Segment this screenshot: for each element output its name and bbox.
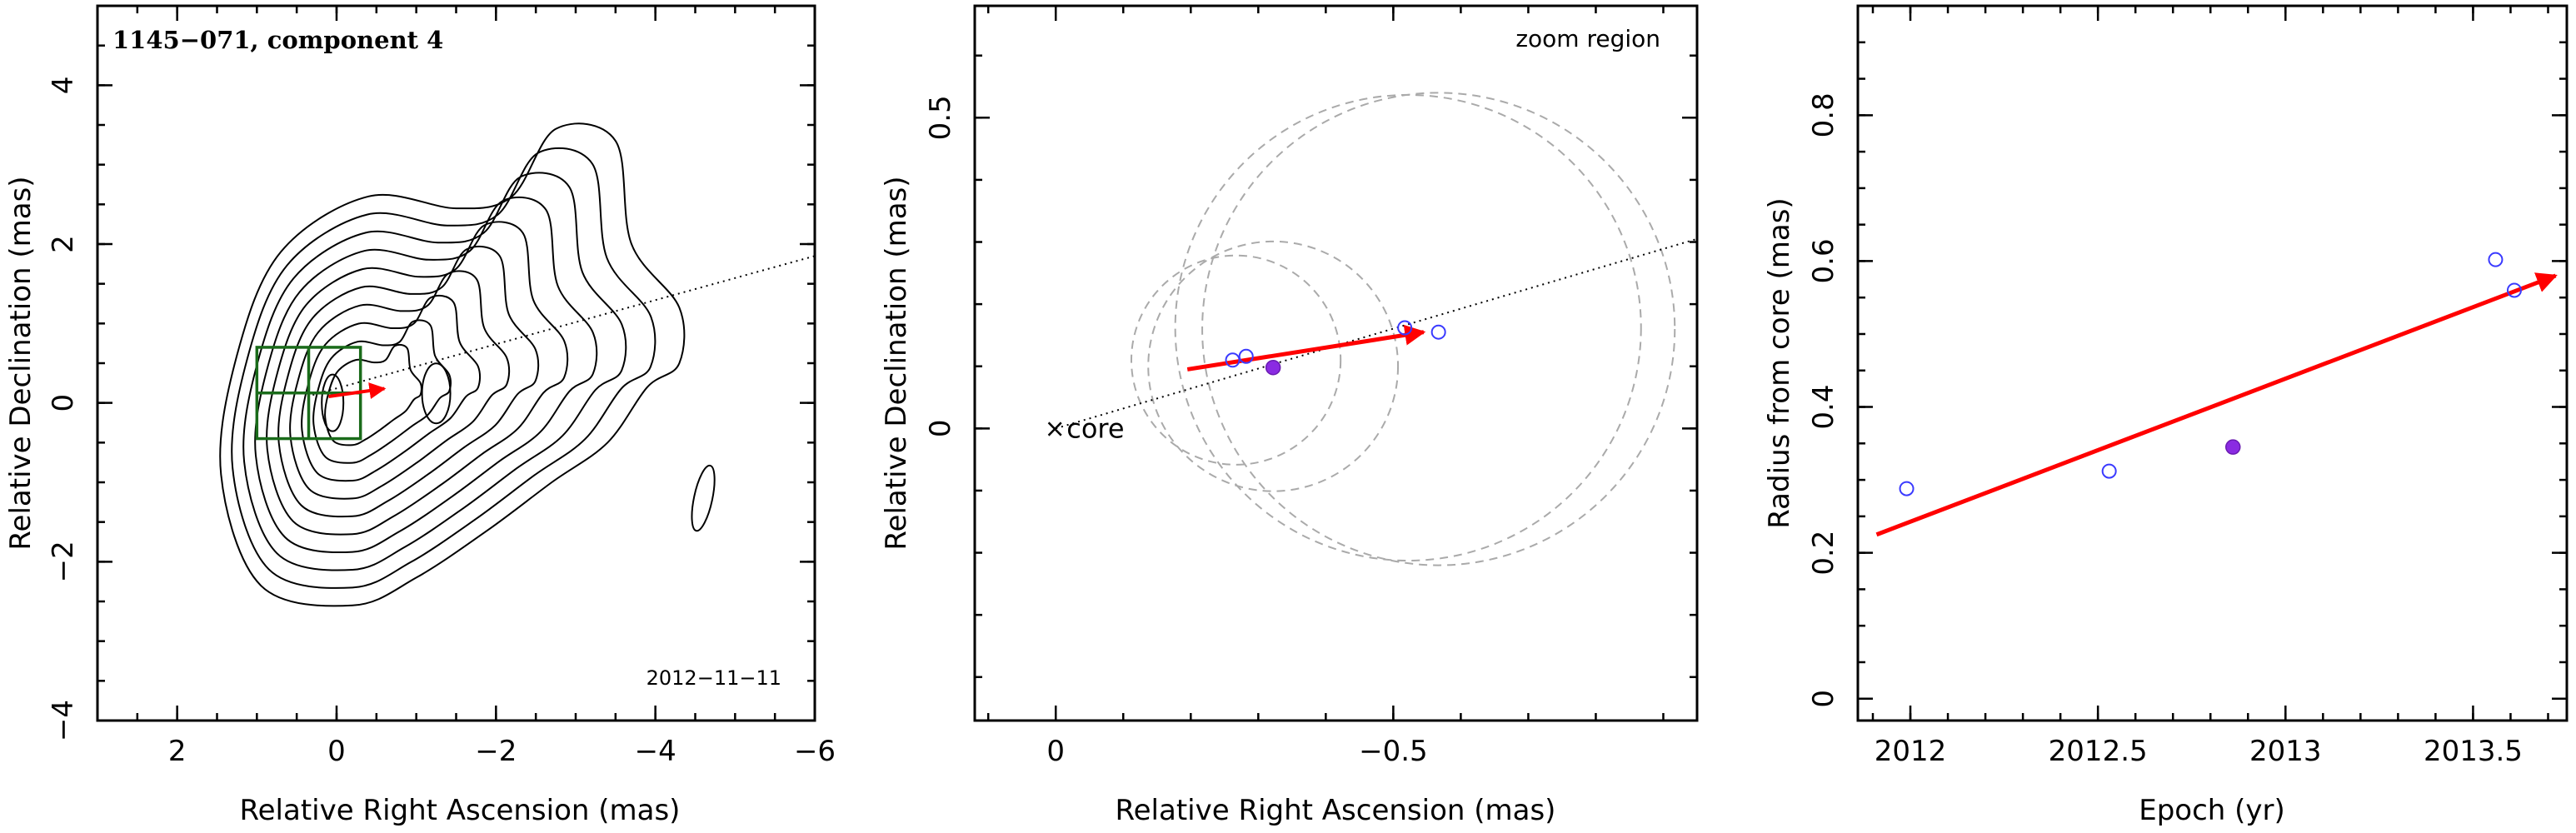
x-tick-label: 0 (1046, 735, 1065, 768)
error-circle (1201, 92, 1676, 566)
x-tick-label: −2 (475, 735, 517, 768)
p1-arrow (328, 382, 387, 399)
panel-radius-vs-epoch: 2012 2012.5 2013 2013.5 0 0.2 0.4 0.6 0.8 Epoch … (1763, 4, 2569, 827)
p3-fit-arrow (1875, 272, 2558, 537)
x-tick-label: −6 (794, 735, 836, 768)
x-tick-label: 0 (327, 735, 346, 768)
p2-tick-labels: 0 −0.5 0 0.5 (924, 95, 1428, 768)
p3-ticks (1858, 4, 2567, 721)
x-tick-label: 2013.5 (2424, 735, 2523, 768)
data-point-open (1225, 352, 1241, 368)
panel-zoom-region: × core 0 −0.5 0 0.5 zoom region Relative Ri… (880, 4, 1699, 827)
y-tick-label: 4 (47, 77, 80, 95)
panel-contour-map: 2 0 −2 −4 −6 −4 −2 0 2 4 1145−071, component 4 20… (4, 4, 836, 827)
y-tick-label: 0.6 (1807, 238, 1840, 283)
data-point-filled (1265, 359, 1281, 376)
p2-error-circles (1130, 92, 1676, 566)
contour-level (324, 343, 422, 446)
contour-level (301, 294, 482, 482)
data-point-filled (2225, 439, 2241, 455)
contour-level (312, 319, 452, 464)
p1-jet-axis (312, 255, 816, 397)
contour-blob (691, 464, 716, 532)
p2-arrow (1186, 324, 1426, 372)
p1-tick-labels: 2 0 −2 −4 −6 −4 −2 0 2 4 (47, 77, 836, 768)
y-tick-label: −2 (47, 541, 80, 582)
p2-points (1225, 320, 1446, 376)
data-point-open (1397, 320, 1413, 336)
p2-frame (973, 4, 1699, 722)
p2-x-axis-label: Relative Right Ascension (mas) (1116, 794, 1556, 827)
p1-x-axis-label: Relative Right Ascension (mas) (240, 794, 681, 827)
contour-level (289, 270, 511, 500)
core-marker: × (1045, 414, 1066, 443)
x-tick-label: −0.5 (1359, 735, 1428, 768)
y-tick-label: 2 (47, 235, 80, 253)
p1-ticks (96, 4, 816, 722)
contour-level (219, 122, 686, 607)
p1-contours (219, 122, 716, 607)
contour-level (231, 147, 656, 589)
y-tick-label: 0 (47, 394, 80, 412)
p2-y-axis-label: Relative Declination (mas) (880, 176, 913, 550)
y-tick-label: 0.2 (1807, 531, 1840, 576)
p3-tick-labels: 2012 2012.5 2013 2013.5 0 0.2 0.4 0.6 0.8 (1807, 92, 2523, 768)
x-tick-label: 2 (168, 735, 187, 768)
y-tick-label: 0 (924, 420, 957, 438)
p1-frame (96, 4, 816, 722)
p3-frame (1856, 4, 2569, 722)
contour-level (242, 172, 627, 571)
p2-jet-axis (1055, 237, 1698, 430)
contour-core (321, 373, 345, 432)
error-circle (1174, 93, 1642, 562)
data-point-open (2101, 463, 2117, 479)
p2-ticks (975, 6, 1697, 721)
error-circle (1147, 240, 1400, 492)
p3-y-axis-label: Radius from core (mas) (1763, 197, 1796, 528)
p2-annotation: zoom region (1515, 25, 1660, 52)
data-point-open (2506, 282, 2522, 298)
p1-title: 1145−071, component 4 (112, 26, 443, 54)
core-label: core (1066, 412, 1124, 444)
data-point-open (1238, 348, 1254, 364)
x-tick-label: −4 (635, 735, 676, 768)
p1-epoch-label: 2012−11−11 (646, 666, 781, 690)
contour-secondary (421, 362, 452, 425)
y-tick-label: −4 (47, 700, 80, 741)
contour-level (254, 196, 598, 554)
p1-y-axis-label: Relative Declination (mas) (4, 176, 37, 550)
y-tick-label: 0 (1807, 690, 1840, 708)
data-point-open (1899, 481, 1915, 496)
p3-x-axis-label: Epoch (yr) (2139, 794, 2285, 827)
error-circle (1130, 254, 1342, 466)
p3-points (1899, 252, 2522, 496)
x-tick-label: 2013 (2249, 735, 2322, 768)
contour-level (277, 245, 540, 518)
contour-level (266, 221, 569, 536)
x-tick-label: 2012.5 (2049, 735, 2148, 768)
data-point-open (2488, 252, 2504, 267)
y-tick-label: 0.5 (924, 95, 957, 140)
data-point-open (1430, 324, 1446, 340)
y-tick-label: 0.4 (1807, 384, 1840, 429)
y-tick-label: 0.8 (1807, 92, 1840, 137)
x-tick-label: 2012 (1875, 735, 1947, 768)
